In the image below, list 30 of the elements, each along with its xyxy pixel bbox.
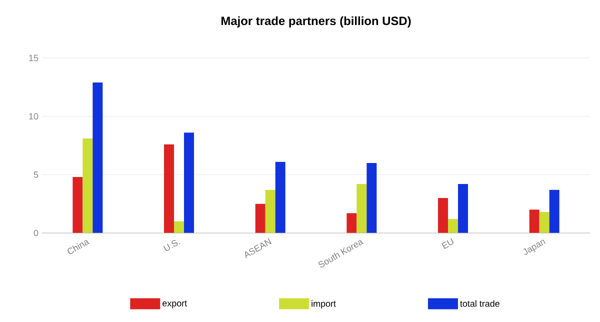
- bar: [356, 184, 367, 233]
- bar: [529, 210, 540, 233]
- x-tick-label: South Korea: [318, 240, 364, 268]
- bar: [265, 190, 276, 233]
- x-tick-label: EU: [442, 238, 454, 250]
- legend-label: export: [162, 300, 188, 308]
- bar: [539, 212, 550, 233]
- bar: [92, 82, 103, 233]
- bar: [255, 204, 266, 233]
- x-tick-label: China: [68, 240, 90, 254]
- bar: [448, 219, 458, 233]
- y-tick-label: 0: [34, 230, 38, 236]
- bar: [82, 138, 93, 233]
- y-tick-label: 10: [29, 113, 38, 120]
- x-tick-label: U.S.: [163, 240, 180, 251]
- bar: [549, 190, 560, 233]
- bar: [164, 144, 174, 233]
- bar: [174, 221, 184, 233]
- bar: [275, 162, 286, 233]
- bar: [438, 198, 448, 233]
- legend-label: import: [312, 300, 336, 309]
- y-tick-label: 5: [34, 172, 38, 178]
- bar: [366, 163, 377, 233]
- chart-title: Major trade partners (billion USD): [221, 16, 411, 28]
- legend-label: total trade: [460, 300, 500, 307]
- bar: [458, 184, 468, 233]
- bar: [346, 213, 357, 233]
- bar: [184, 132, 194, 233]
- y-tick-label: 15: [29, 54, 38, 62]
- bar: [72, 177, 83, 233]
